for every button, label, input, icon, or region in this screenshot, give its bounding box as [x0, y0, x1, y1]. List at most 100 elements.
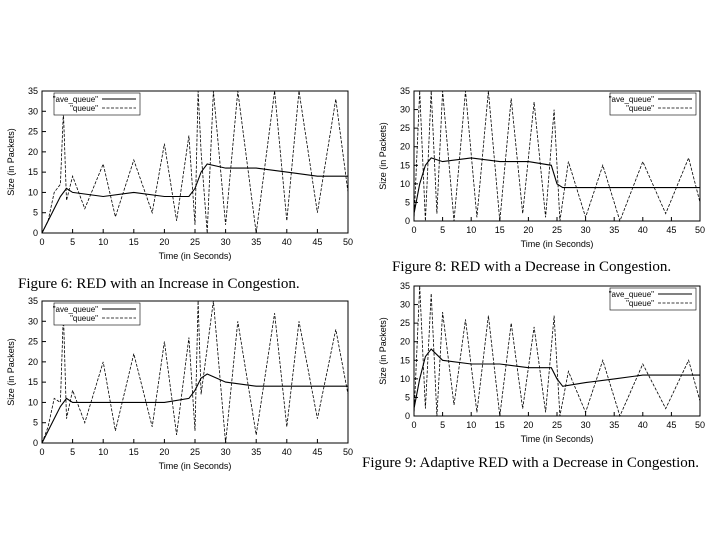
- y-tick-label: 10: [28, 187, 38, 197]
- x-tick-label: 50: [695, 420, 705, 430]
- x-tick-label: 25: [190, 237, 200, 247]
- y-tick-label: 15: [28, 377, 38, 387]
- x-tick-label: 25: [190, 447, 200, 457]
- series-line-ave-queue: [41, 373, 348, 444]
- legend-label: "queue": [70, 104, 98, 113]
- y-tick-label: 15: [28, 167, 38, 177]
- y-tick-label: 35: [400, 281, 410, 291]
- chart-red-increase-congestion-2: 0 5 10 15 20 25 30 35 40 45 50 0 5 10 15 20 25 30 35 Time (…: [0, 295, 360, 480]
- x-tick-label: 30: [581, 420, 591, 430]
- x-tick-label: 10: [98, 237, 108, 247]
- x-tick-label: 20: [159, 447, 169, 457]
- x-tick-label: 30: [581, 225, 591, 235]
- x-tick-label: 25: [552, 225, 562, 235]
- x-tick-label: 35: [251, 447, 261, 457]
- x-tick-label: 5: [440, 420, 445, 430]
- x-tick-label: 10: [466, 225, 476, 235]
- series-line-queue: [413, 285, 701, 418]
- x-tick-label: 0: [39, 237, 44, 247]
- x-tick-label: 0: [411, 420, 416, 430]
- y-tick-label: 10: [28, 397, 38, 407]
- x-tick-label: 15: [495, 420, 505, 430]
- legend-label: "queue": [626, 104, 654, 113]
- x-tick-label: 40: [282, 447, 292, 457]
- x-tick-label: 0: [39, 447, 44, 457]
- y-tick-label: 20: [28, 357, 38, 367]
- y-tick-label: 0: [33, 438, 38, 448]
- y-tick-label: 30: [400, 300, 410, 310]
- chart-svg: 0 5 10 15 20 25 30 35 40 45 50 0 5 10 15 20 25 30 35 Time (…: [6, 296, 353, 471]
- y-tick-label: 35: [28, 86, 38, 96]
- x-tick-label: 20: [523, 225, 533, 235]
- y-axis-label: Size (in Packets): [6, 128, 16, 196]
- y-axis-label: Size (in Packets): [378, 317, 388, 385]
- figure-8-caption: Figure 8: RED with a Decrease in Congest…: [392, 259, 672, 275]
- y-tick-label: 5: [405, 197, 410, 207]
- x-tick-label: 30: [221, 447, 231, 457]
- x-tick-label: 35: [609, 420, 619, 430]
- y-tick-label: 30: [28, 316, 38, 326]
- legend-label: "ave_queue": [53, 305, 98, 314]
- x-tick-label: 5: [70, 447, 75, 457]
- chart-red-decrease-congestion: 0 5 10 15 20 25 30 35 40 45 50 0 5 10 15 20 25 30 35 Time (…: [372, 85, 712, 255]
- x-tick-label: 40: [282, 237, 292, 247]
- x-tick-label: 15: [129, 237, 139, 247]
- x-tick-label: 5: [440, 225, 445, 235]
- y-tick-label: 10: [400, 374, 410, 384]
- x-tick-label: 40: [638, 420, 648, 430]
- x-tick-label: 40: [638, 225, 648, 235]
- x-axis-label: Time (in Seconds): [159, 461, 232, 471]
- y-tick-label: 30: [28, 106, 38, 116]
- x-tick-label: 20: [523, 420, 533, 430]
- x-tick-label: 50: [695, 225, 705, 235]
- y-axis-label: Size (in Packets): [6, 338, 16, 406]
- legend-label: "ave_queue": [609, 95, 654, 104]
- legend-label: "ave_queue": [53, 95, 98, 104]
- chart-svg: 0 5 10 15 20 25 30 35 40 45 50 0 5 10 15 20 25 30 35 Time (…: [6, 86, 353, 261]
- x-tick-label: 45: [666, 225, 676, 235]
- figure-9-caption: Figure 9: Adaptive RED with a Decrease i…: [362, 455, 700, 471]
- y-tick-label: 10: [400, 179, 410, 189]
- y-tick-label: 30: [400, 105, 410, 115]
- y-tick-label: 5: [33, 418, 38, 428]
- chart-svg: 0 5 10 15 20 25 30 35 40 45 50 0 5 10 15 20 25 30 35 Time (…: [378, 281, 705, 444]
- x-tick-label: 10: [466, 420, 476, 430]
- legend-label: "queue": [70, 314, 98, 323]
- x-tick-label: 35: [251, 237, 261, 247]
- x-axis-label: Time (in Seconds): [521, 434, 594, 444]
- y-tick-label: 15: [400, 355, 410, 365]
- y-tick-label: 20: [400, 337, 410, 347]
- legend-label: "queue": [626, 299, 654, 308]
- y-tick-label: 35: [28, 296, 38, 306]
- y-tick-label: 20: [400, 142, 410, 152]
- y-tick-label: 25: [28, 337, 38, 347]
- y-tick-label: 20: [28, 147, 38, 157]
- series-line-queue: [41, 300, 349, 444]
- y-tick-label: 5: [33, 208, 38, 218]
- chart-red-increase-congestion: 0 5 10 15 20 25 30 35 40 45 50 0 5 10 15 20 25 30 35 Time (…: [0, 85, 360, 270]
- y-tick-label: 15: [400, 160, 410, 170]
- legend-label: "ave_queue": [609, 290, 654, 299]
- y-tick-label: 0: [405, 411, 410, 421]
- x-tick-label: 35: [609, 225, 619, 235]
- x-tick-label: 45: [312, 237, 322, 247]
- y-tick-label: 25: [28, 127, 38, 137]
- x-tick-label: 15: [495, 225, 505, 235]
- series-line-ave-queue: [41, 163, 348, 234]
- chart-svg: 0 5 10 15 20 25 30 35 40 45 50 0 5 10 15 20 25 30 35 Time (…: [378, 86, 705, 249]
- x-axis-label: Time (in Seconds): [521, 239, 594, 249]
- x-tick-label: 50: [343, 237, 353, 247]
- x-tick-label: 30: [221, 237, 231, 247]
- series-line-ave-queue: [413, 348, 700, 409]
- x-tick-label: 50: [343, 447, 353, 457]
- series-line-queue: [413, 90, 701, 223]
- y-tick-label: 5: [405, 392, 410, 402]
- y-tick-label: 25: [400, 123, 410, 133]
- x-tick-label: 10: [98, 447, 108, 457]
- x-tick-label: 0: [411, 225, 416, 235]
- y-tick-label: 0: [33, 228, 38, 238]
- x-tick-label: 45: [312, 447, 322, 457]
- x-tick-label: 5: [70, 237, 75, 247]
- x-axis-label: Time (in Seconds): [159, 251, 232, 261]
- figure-6-caption: Figure 6: RED with an Increase in Conges…: [18, 276, 300, 292]
